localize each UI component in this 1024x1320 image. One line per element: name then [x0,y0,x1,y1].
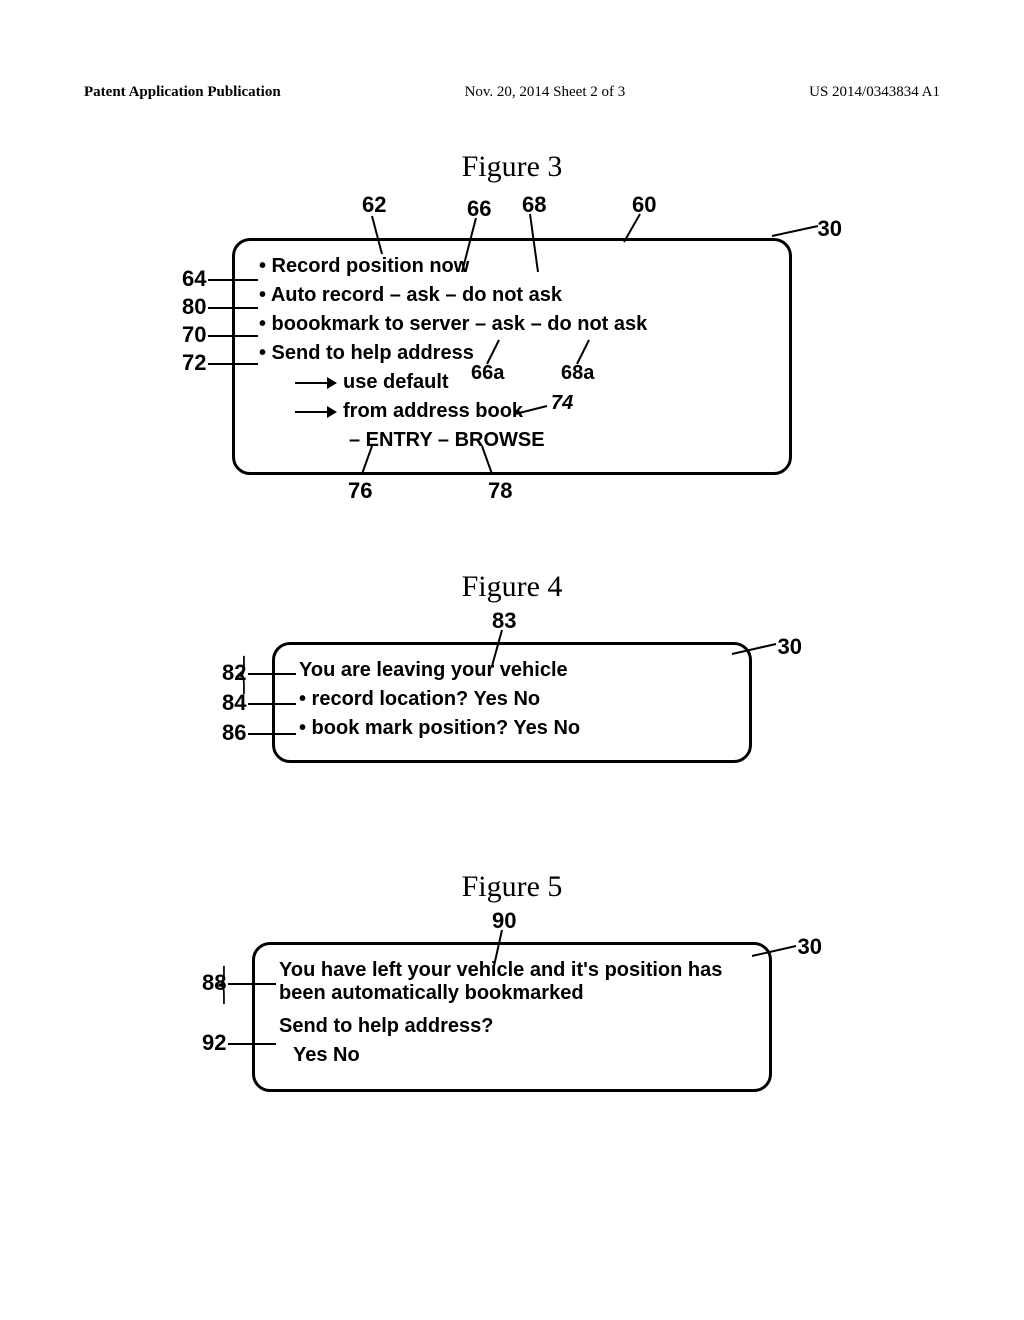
fig3-line-send-help: • Send to help address 66a 68a [259,342,771,365]
fig4-line-leaving: You are leaving your vehicle [299,659,731,682]
figure-5-title: Figure 5 [252,870,772,904]
ref-80: 80 [182,294,206,320]
ref-68: 68 [522,192,546,218]
ref-60: 60 [632,192,656,218]
header-right: US 2014/0343834 A1 [809,84,940,101]
fig4-line-bookmark: • book mark position? Yes No [299,717,731,740]
fig3-use-default: use default [295,371,771,394]
ref-64: 64 [182,266,206,292]
ref-78: 78 [488,478,512,504]
header-center: Nov. 20, 2014 Sheet 2 of 3 [465,84,626,101]
fig3-use-default-text: use default [343,371,449,394]
ref-92: 92 [202,1030,226,1056]
brace-88: ⎨ [217,966,231,1004]
figure-3: Figure 3 62 66 68 60 64 80 70 72 30 • Re… [232,150,792,475]
fig3-entry-browse: – ENTRY – BROWSE [349,429,771,452]
fig5-line-send-help: Send to help address? [279,1015,751,1038]
ref-83: 83 [492,608,516,634]
fig5-menu-box: You have left your vehicle and it's posi… [252,942,772,1092]
fig3-line-auto-record: • Auto record – ask – do not ask [259,284,771,307]
figure-4: Figure 4 83 82 84 86 ⎨ 30 You are leavin… [272,570,752,763]
ref-30-fig4: 30 [778,634,802,660]
figure-4-title: Figure 4 [272,570,752,604]
header-left: Patent Application Publication [84,84,281,101]
ref-30-fig3: 30 [818,216,842,242]
figure-3-title: Figure 3 [232,150,792,184]
ref-86: 86 [222,720,246,746]
fig3-send-help-text: • Send to help address [259,342,474,364]
fig4-line-record: • record location? Yes No [299,688,731,711]
brace-82: ⎨ [237,656,251,694]
ref-90: 90 [492,908,516,934]
arrow-icon [295,382,335,384]
ref-62: 62 [362,192,386,218]
fig3-line-record-now: • Record position now [259,255,771,278]
ref-74: 74 [551,392,573,415]
fig4-menu-box: You are leaving your vehicle • record lo… [272,642,752,763]
arrow-icon [295,411,335,413]
fig3-line-bookmark: • boookmark to server – ask – do not ask [259,313,771,336]
ref-72: 72 [182,350,206,376]
ref-70: 70 [182,322,206,348]
ref-76: 76 [348,478,372,504]
fig5-line-left-vehicle: You have left your vehicle and it's posi… [279,959,751,1005]
ref-30-fig5: 30 [798,934,822,960]
figure-5: Figure 5 90 88 92 ⎨ 30 You have left you… [252,870,772,1092]
ref-66: 66 [467,196,491,222]
fig5-line-yes-no: Yes No [293,1044,751,1067]
fig3-menu-box: • Record position now • Auto record – as… [232,238,792,475]
fig3-address-book-text: from address book [343,400,523,423]
patent-header: Patent Application Publication Nov. 20, … [84,84,940,101]
fig3-from-address-book: from address book 74 [295,400,771,423]
fig3-top-labels: 62 66 68 60 [232,192,792,238]
